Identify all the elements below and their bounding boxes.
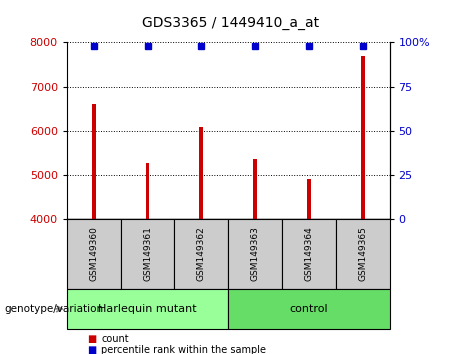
Text: GSM149365: GSM149365 <box>358 227 367 281</box>
Bar <box>307 179 311 219</box>
Text: GSM149364: GSM149364 <box>304 227 313 281</box>
Text: control: control <box>290 304 328 314</box>
Text: ■: ■ <box>88 334 97 344</box>
Text: GSM149361: GSM149361 <box>143 227 152 281</box>
Text: ■: ■ <box>88 345 97 354</box>
Bar <box>253 159 257 219</box>
Text: count: count <box>101 334 129 344</box>
Text: GSM149360: GSM149360 <box>89 227 98 281</box>
Text: GDS3365 / 1449410_a_at: GDS3365 / 1449410_a_at <box>142 16 319 30</box>
Text: GSM149362: GSM149362 <box>197 227 206 281</box>
Bar <box>200 127 203 219</box>
Text: percentile rank within the sample: percentile rank within the sample <box>101 345 266 354</box>
Bar <box>146 163 149 219</box>
Text: genotype/variation: genotype/variation <box>5 304 104 314</box>
Bar <box>92 104 95 219</box>
Text: GSM149363: GSM149363 <box>251 227 260 281</box>
Bar <box>361 56 365 219</box>
Text: Harlequin mutant: Harlequin mutant <box>98 304 197 314</box>
